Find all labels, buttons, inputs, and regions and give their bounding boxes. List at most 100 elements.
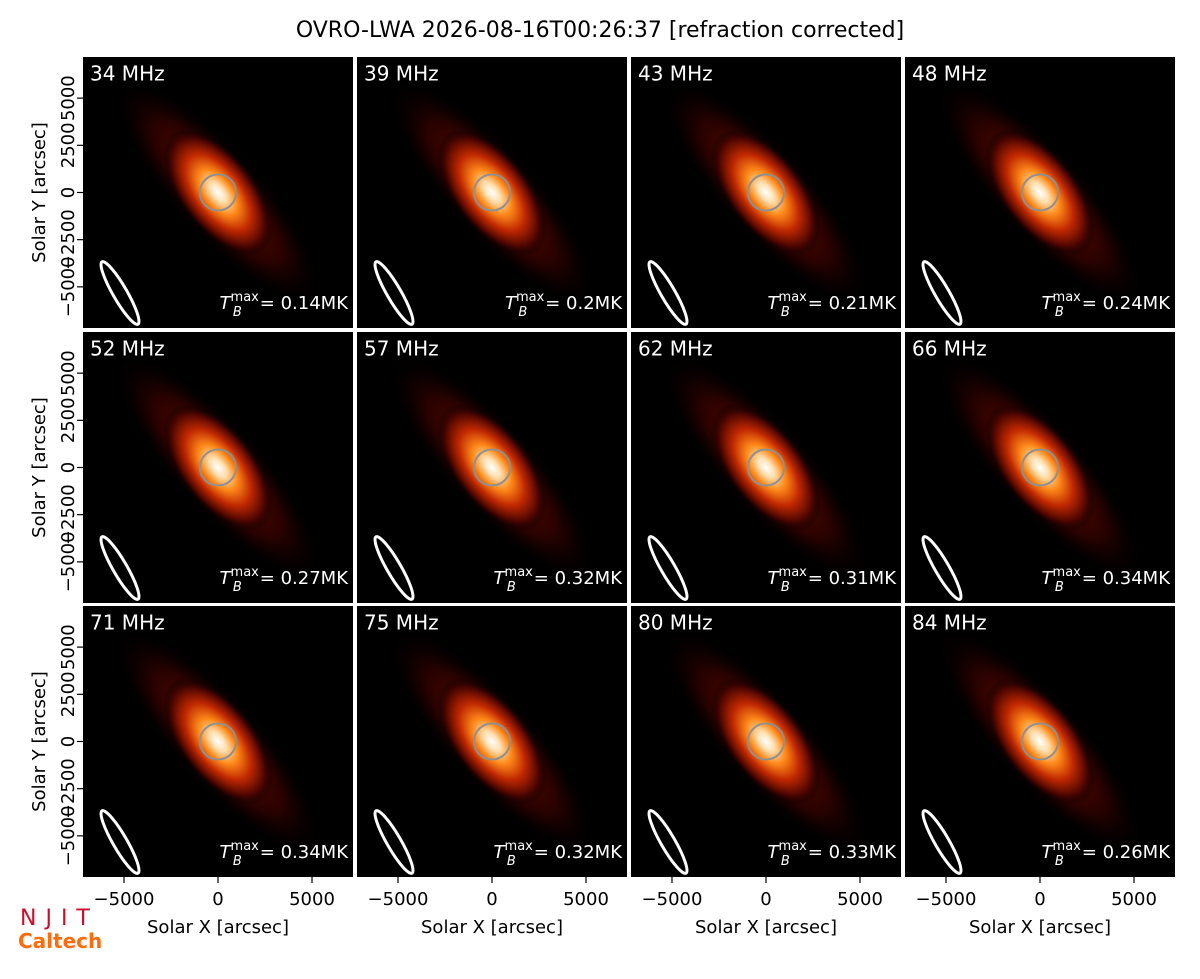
x-tick-label: −5000: [368, 889, 429, 910]
heatmap-core: [162, 128, 274, 257]
tb-sup: max: [505, 565, 534, 580]
y-tick-label: −2500: [58, 758, 79, 819]
tb-sup: max: [1053, 290, 1082, 305]
tb-sup: max: [231, 565, 260, 580]
x-axis-label: Solar X [arcsec]: [147, 917, 289, 938]
heatmap: [386, 352, 598, 583]
solar-disk: [746, 448, 786, 487]
beam: [99, 535, 141, 601]
y-axis-label: Solar Y [arcsec]: [29, 397, 50, 538]
y-tick-label: 2500: [58, 122, 79, 168]
tb-sub: B: [233, 305, 242, 320]
x-tick-label: −5000: [94, 889, 155, 910]
tb-max-label: Tmax B = 0.26MK: [1042, 839, 1172, 869]
y-tick-label: −2500: [58, 484, 79, 545]
beam: [647, 535, 689, 601]
tb-sub: B: [1055, 580, 1064, 595]
tb-sup: max: [231, 290, 260, 305]
tb-max-label: Tmax B = 0.34MK: [1042, 565, 1172, 595]
heatmap-core: [710, 403, 822, 532]
panel: 48 MHz Tmax B = 0.24MK: [905, 57, 1175, 328]
tb-sup: max: [779, 290, 808, 305]
tb-max-label: Tmax B = 0.32MK: [494, 839, 624, 869]
tb-max-label: Tmax B = 0.32MK: [494, 565, 624, 595]
tb-sup: max: [779, 565, 808, 580]
x-tick-label: 5000: [563, 889, 609, 910]
tb-symbol: T: [220, 568, 233, 589]
solar-disk: [746, 722, 786, 761]
solar-disk: [472, 173, 512, 212]
tb-max-label: Tmax B = 0.33MK: [768, 839, 898, 869]
y-tick-label: −5000: [58, 805, 79, 866]
x-axis-label: Solar X [arcsec]: [969, 917, 1111, 938]
beam: [373, 260, 415, 326]
y-tick-label: 2500: [58, 397, 79, 443]
heatmap: [934, 626, 1146, 857]
tb-symbol: T: [768, 293, 781, 314]
frequency-label: 48 MHz: [912, 62, 987, 86]
tb-value: = 0.33MK: [808, 842, 897, 863]
frequency-label: 39 MHz: [364, 62, 439, 86]
heatmap-core: [710, 128, 822, 257]
solar-disk: [198, 173, 238, 212]
x-tick-label: 5000: [289, 889, 335, 910]
tb-max-label: Tmax B = 0.24MK: [1042, 290, 1172, 320]
y-axis-label: Solar Y [arcsec]: [29, 671, 50, 812]
x-tick-label: 0: [1034, 889, 1045, 910]
frequency-label: 75 MHz: [364, 611, 439, 635]
x-tick-label: 0: [212, 889, 223, 910]
x-tick-label: 5000: [837, 889, 883, 910]
heatmap-core: [162, 403, 274, 532]
heatmap: [112, 77, 324, 308]
panel: 43 MHz Tmax B = 0.21MK: [631, 57, 901, 328]
tb-sub: B: [233, 580, 242, 595]
frequency-label: 66 MHz: [912, 337, 987, 361]
y-tick-label: 0: [58, 187, 79, 198]
tb-value: = 0.24MK: [1082, 293, 1171, 314]
beam: [373, 809, 415, 875]
tb-sub: B: [1055, 305, 1064, 320]
tb-symbol: T: [494, 568, 507, 589]
heatmap: [386, 626, 598, 857]
heatmap-core: [162, 677, 274, 806]
solar-disk: [746, 173, 786, 212]
frequency-label: 57 MHz: [364, 337, 439, 361]
tb-sup: max: [505, 839, 534, 854]
solar-disk: [1020, 722, 1060, 761]
heatmap-core: [984, 677, 1096, 806]
tb-sub: B: [781, 305, 790, 320]
tb-symbol: T: [768, 568, 781, 589]
tb-value: = 0.34MK: [260, 842, 349, 863]
tb-symbol: T: [220, 293, 233, 314]
panel: 57 MHz Tmax B = 0.32MK: [357, 332, 627, 603]
heatmap-core: [436, 403, 548, 532]
panel: 62 MHz Tmax B = 0.31MK: [631, 332, 901, 603]
x-axis-label: Solar X [arcsec]: [421, 917, 563, 938]
y-tick-label: 5000: [58, 624, 79, 670]
tb-value: = 0.14MK: [260, 293, 349, 314]
tb-sub: B: [233, 854, 242, 869]
frequency-label: 84 MHz: [912, 611, 987, 635]
frequency-label: 34 MHz: [90, 62, 165, 86]
beam: [921, 535, 963, 601]
tb-symbol: T: [494, 842, 507, 863]
tb-max-label: Tmax B = 0.34MK: [220, 839, 350, 869]
beam: [99, 260, 141, 326]
x-axis-label: Solar X [arcsec]: [695, 917, 837, 938]
beam: [647, 809, 689, 875]
y-tick-label: 5000: [58, 75, 79, 121]
tb-sub: B: [781, 580, 790, 595]
heatmap: [660, 626, 872, 857]
tb-symbol: T: [505, 293, 518, 314]
tb-max-label: Tmax B = 0.21MK: [768, 290, 898, 320]
tb-sub: B: [1055, 854, 1064, 869]
heatmap-core: [436, 128, 548, 257]
beam: [373, 535, 415, 601]
beam: [921, 260, 963, 326]
tb-sub: B: [781, 854, 790, 869]
